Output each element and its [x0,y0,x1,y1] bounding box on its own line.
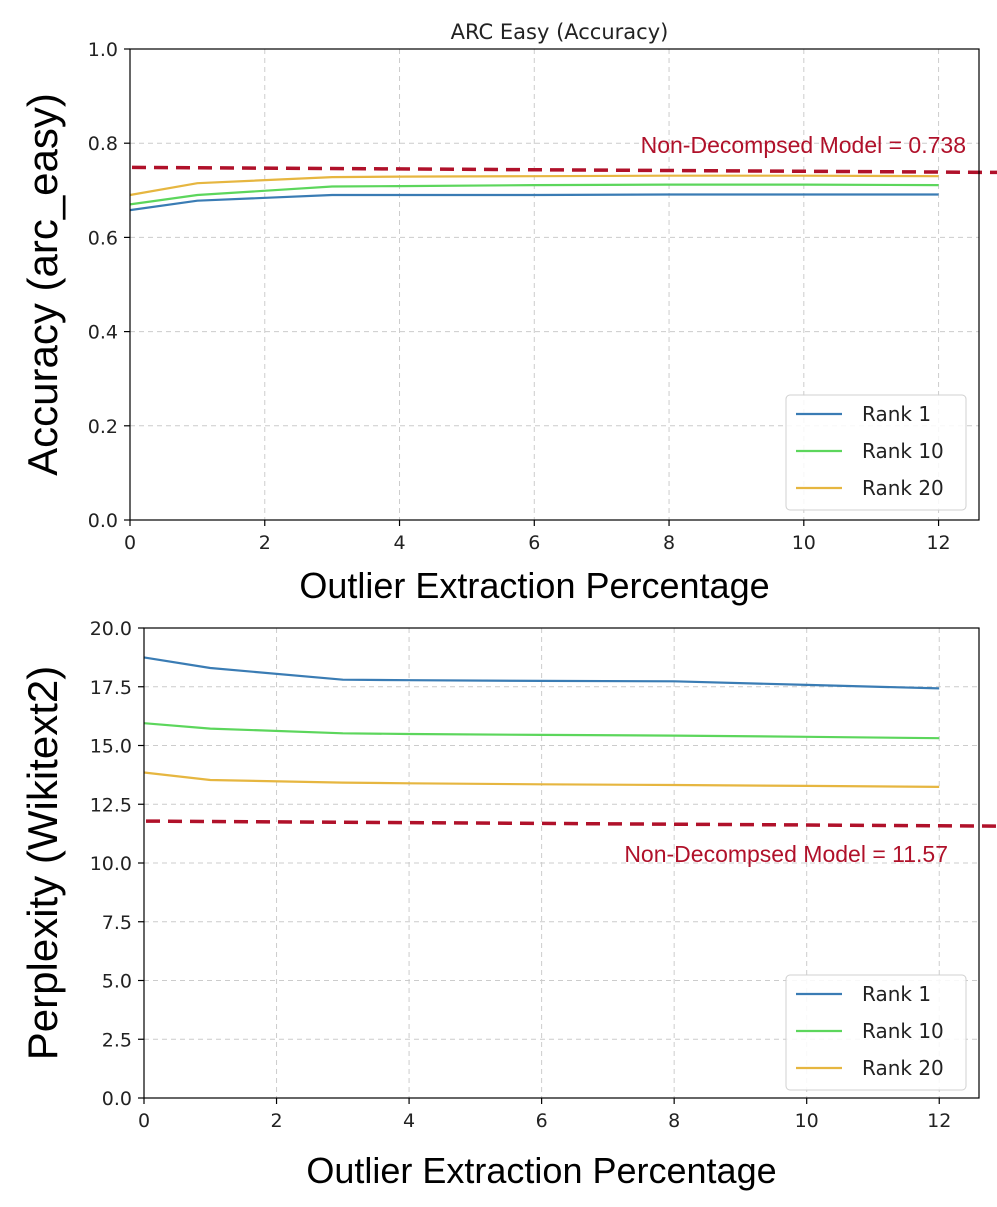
x-tick-label: 12 [927,1110,951,1132]
y-tick-label: 0.0 [102,1088,132,1110]
reference-line-label: Non-Decompsed Model = 11.57 [624,841,948,867]
legend-label: Rank 1 [862,982,931,1006]
x-tick-label: 12 [926,532,950,554]
y-tick-label: 2.5 [102,1029,132,1051]
y-tick-label: 0.2 [88,416,118,438]
y-tick-label: 12.5 [90,794,132,816]
reference-line [145,819,997,828]
legend-label: Rank 20 [862,476,944,500]
y-tick-label: 0.6 [88,227,118,249]
x-tick-label: 8 [668,1110,680,1132]
x-tick-label: 2 [259,532,271,554]
y-axis-label: Perplexity (Wikitext2) [19,666,66,1060]
legend-label: Rank 10 [862,439,944,463]
legend-label: Rank 10 [862,1019,944,1043]
x-tick-label: 0 [138,1110,150,1132]
legend-box [785,974,967,1091]
y-tick-label: 0.0 [88,510,118,532]
x-tick-label: 10 [795,1110,819,1132]
x-tick-label: 10 [792,532,816,554]
x-axis-label: Outlier Extraction Percentage [299,565,769,606]
series-line-rank-20 [143,771,940,788]
series-line-rank-10 [143,722,940,740]
y-tick-label: 7.5 [102,912,132,934]
reference-line-label: Non-Decompsed Model = 0.738 [641,132,966,158]
x-tick-label: 2 [270,1110,282,1132]
series-line-rank-1 [129,193,939,212]
legend: Rank 1 Rank 10 Rank 20 [785,974,967,1091]
y-axis-label: Accuracy (arc_easy) [19,93,66,476]
y-tick-label: 0.8 [88,133,118,155]
legend: Rank 1 Rank 10 Rank 20 [785,394,967,511]
chart-panel-1: Non-Decompsed Model = 0.738 0 2 4 6 8 10 12 0.0 0… [19,20,997,606]
series-line-rank-20 [129,174,939,197]
series-line-rank-1 [143,656,940,690]
reference-line [131,165,997,175]
y-tick-label: 20.0 [90,618,132,640]
y-tick-label: 5.0 [102,971,132,993]
legend-box [785,394,967,511]
plot-frame [129,48,980,521]
legend-label: Rank 1 [862,402,931,426]
x-tick-label: 8 [663,532,675,554]
x-tick-label: 6 [528,532,540,554]
x-tick-label: 4 [403,1110,415,1132]
x-axis-label: Outlier Extraction Percentage [306,1150,776,1191]
chart-panel-2: Non-Decompsed Model = 11.57 0 2 4 6 8 10 12 0.0 2… [19,618,997,1191]
y-tick-label: 10.0 [90,853,132,875]
y-tick-label: 17.5 [90,677,132,699]
chart-title: ARC Easy (Accuracy) [451,20,669,44]
x-tick-label: 0 [124,532,136,554]
x-tick-label: 6 [536,1110,548,1132]
y-tick-label: 0.4 [88,322,118,344]
y-tick-label: 15.0 [90,736,132,758]
y-tick-label: 1.0 [88,39,118,61]
x-tick-label: 4 [393,532,405,554]
legend-label: Rank 20 [862,1056,944,1080]
series-line-rank-10 [129,183,939,206]
